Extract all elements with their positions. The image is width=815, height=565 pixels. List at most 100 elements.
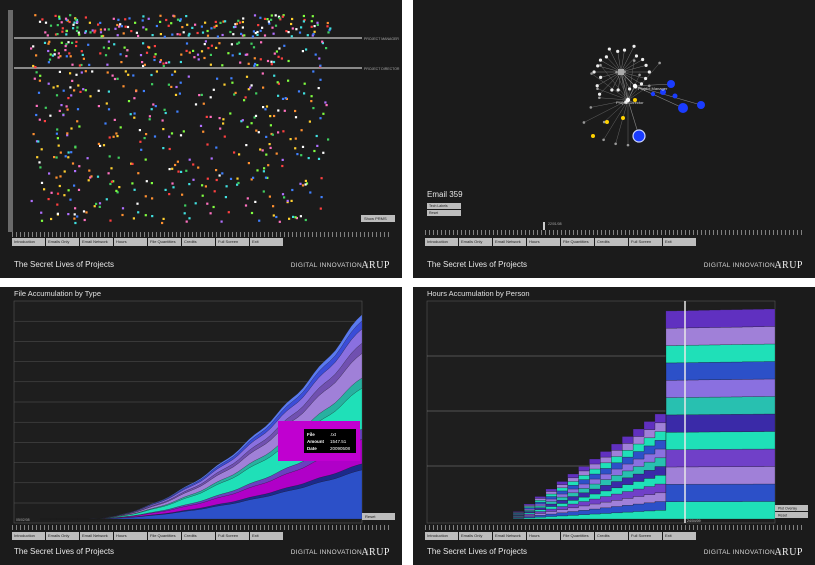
vertical-scrollbar[interactable] <box>8 10 13 232</box>
menu-hours[interactable]: Hours <box>114 532 147 540</box>
menu-emails-only[interactable]: Emails Only <box>459 532 492 540</box>
scrub-handle[interactable] <box>543 222 545 230</box>
activity-dot <box>168 147 171 151</box>
activity-dot <box>43 188 46 191</box>
activity-dot <box>196 31 199 35</box>
timeline-ticks[interactable] <box>425 525 803 530</box>
activity-dot <box>313 25 316 28</box>
menu-emails-only[interactable]: Emails Only <box>46 238 79 246</box>
menu-full-screen[interactable]: Full Screen <box>216 532 249 540</box>
reset-option[interactable] <box>775 512 808 518</box>
menu-email-network[interactable]: Email Network <box>80 238 113 246</box>
menu-full-screen[interactable]: Full Screen <box>629 238 662 246</box>
activity-dot <box>55 156 58 159</box>
menu-introduction[interactable]: Introduction <box>12 532 45 540</box>
activity-dot <box>84 89 87 92</box>
activity-dot <box>198 94 201 97</box>
activity-dot <box>108 155 111 158</box>
activity-dot <box>151 34 154 37</box>
plot-overlay-option[interactable] <box>775 505 808 511</box>
network-node <box>582 121 586 124</box>
activity-dot <box>269 115 272 118</box>
activity-dot <box>316 21 319 24</box>
activity-dot <box>40 219 44 222</box>
menu-full-screen[interactable]: Full Screen <box>216 238 249 246</box>
menu-introduction[interactable]: Introduction <box>425 532 458 540</box>
tech-labels-option[interactable]: Tech Labels <box>427 203 461 209</box>
menu-credits[interactable]: Credits <box>182 532 215 540</box>
reset-option[interactable]: Reset <box>427 210 461 216</box>
activity-dot <box>69 86 72 89</box>
menu-email-network[interactable]: Email Network <box>493 532 526 540</box>
activity-dot <box>241 26 244 29</box>
menu-email-network[interactable]: Email Network <box>493 238 526 246</box>
menu-email-network[interactable]: Email Network <box>80 532 113 540</box>
activity-dot <box>30 199 33 203</box>
activity-dot <box>39 74 42 77</box>
menu-exit[interactable]: Exit <box>250 532 283 540</box>
activity-dot <box>74 170 77 173</box>
menu-exit[interactable]: Exit <box>663 532 696 540</box>
activity-dot <box>322 112 325 115</box>
activity-dot <box>292 215 295 218</box>
menu-hours[interactable]: Hours <box>527 532 560 540</box>
activity-dot <box>259 29 262 32</box>
menu-introduction[interactable]: Introduction <box>12 238 45 246</box>
activity-dot <box>171 182 174 185</box>
activity-dot <box>202 130 205 133</box>
activity-dot <box>97 23 100 26</box>
menu-credits[interactable]: Credits <box>182 238 215 246</box>
activity-dot <box>197 166 200 169</box>
activity-dot <box>243 34 246 37</box>
activity-dot <box>294 147 297 150</box>
activity-dot <box>310 95 313 98</box>
activity-dot <box>290 35 293 38</box>
activity-dot <box>324 101 327 104</box>
menu-file-quantities[interactable]: File Quantities <box>561 238 594 246</box>
activity-dot <box>74 221 77 225</box>
menu-credits[interactable]: Credits <box>595 532 628 540</box>
show-prms-label: Show PRMS <box>364 216 387 221</box>
plot-overlay-label: Plot Overlay <box>778 507 797 511</box>
menu-emails-only[interactable]: Emails Only <box>459 238 492 246</box>
activity-dot <box>215 178 218 182</box>
activity-dot <box>136 202 139 205</box>
activity-dot <box>234 91 237 94</box>
menu-exit[interactable]: Exit <box>663 238 696 246</box>
network-node <box>634 54 639 58</box>
timeline-ticks[interactable] <box>12 232 390 237</box>
activity-dot <box>210 27 213 30</box>
menu-hours[interactable]: Hours <box>114 238 147 246</box>
activity-dot <box>67 151 70 154</box>
menu-hours[interactable]: Hours <box>527 238 560 246</box>
show-prms-button[interactable] <box>361 215 395 222</box>
reset-button[interactable] <box>362 513 395 520</box>
activity-dot <box>171 33 174 36</box>
menu-introduction[interactable]: Introduction <box>425 238 458 246</box>
activity-dot <box>65 18 68 21</box>
activity-dot <box>264 108 267 111</box>
menu-full-screen[interactable]: Full Screen <box>629 532 662 540</box>
menu-credits[interactable]: Credits <box>595 238 628 246</box>
activity-dot <box>125 55 128 58</box>
activity-dot <box>284 97 287 100</box>
menu-file-quantities[interactable]: File Quantities <box>561 532 594 540</box>
menu-emails-only[interactable]: Emails Only <box>46 532 79 540</box>
activity-dot <box>107 90 110 93</box>
activity-dot <box>89 176 92 179</box>
network-node <box>615 70 618 74</box>
timeline-ticks[interactable] <box>425 230 803 235</box>
activity-dot <box>126 25 130 29</box>
tooltip-box <box>304 429 356 453</box>
menu-exit[interactable]: Exit <box>250 238 283 246</box>
scrub-date: 22/01/08 <box>548 222 562 226</box>
activity-dot <box>269 124 272 127</box>
activity-dot <box>283 44 286 47</box>
menu-file-quantities[interactable]: File Quantities <box>148 532 181 540</box>
activity-dot <box>294 137 297 140</box>
network-node <box>596 87 599 91</box>
menu-file-quantities[interactable]: File Quantities <box>148 238 181 246</box>
activity-dot <box>221 64 224 67</box>
activity-dot <box>99 52 102 55</box>
timeline-ticks[interactable] <box>12 525 390 530</box>
